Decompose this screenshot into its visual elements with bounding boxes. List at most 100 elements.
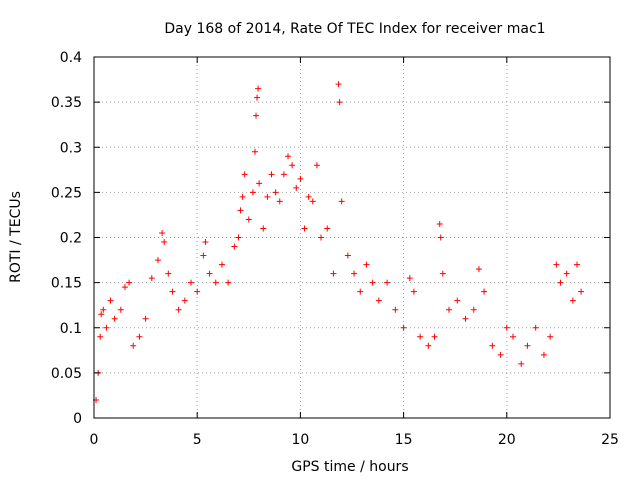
data-point xyxy=(165,270,172,277)
data-point xyxy=(400,324,407,331)
data-point xyxy=(573,261,580,268)
data-point xyxy=(256,180,263,187)
data-point xyxy=(454,297,461,304)
data-point xyxy=(130,342,137,349)
data-point xyxy=(97,333,104,340)
x-tick-label: 0 xyxy=(90,432,99,448)
x-tick-label: 5 xyxy=(193,432,202,448)
data-point xyxy=(237,207,244,214)
data-point xyxy=(338,198,345,205)
data-point xyxy=(100,306,107,313)
data-point xyxy=(318,234,325,241)
x-tick-label: 10 xyxy=(291,432,309,448)
data-point xyxy=(206,270,213,277)
data-point xyxy=(363,261,370,268)
x-axis-label: GPS time / hours xyxy=(291,459,408,475)
chart-title: Day 168 of 2014, Rate Of TEC Index for r… xyxy=(164,21,545,37)
data-point xyxy=(126,279,133,286)
data-point xyxy=(154,257,161,264)
plot-frame xyxy=(93,56,611,419)
data-point xyxy=(249,189,256,196)
data-point xyxy=(578,288,585,295)
x-tick-label: 20 xyxy=(498,432,516,448)
data-point xyxy=(161,239,168,246)
data-points xyxy=(93,81,585,403)
y-tick-label: 0.4 xyxy=(60,50,82,66)
data-point xyxy=(336,99,343,106)
data-point xyxy=(392,306,399,313)
data-point xyxy=(251,148,258,155)
data-point xyxy=(231,243,238,250)
data-point xyxy=(202,239,209,246)
data-point xyxy=(121,284,128,291)
data-point xyxy=(175,306,182,313)
data-point xyxy=(553,261,560,268)
data-point xyxy=(212,279,219,286)
data-point xyxy=(532,324,539,331)
data-point xyxy=(406,275,413,282)
data-point xyxy=(481,288,488,295)
data-point xyxy=(369,279,376,286)
data-point xyxy=(293,184,300,191)
data-point xyxy=(309,198,316,205)
data-point xyxy=(260,225,267,232)
y-tick-label: 0 xyxy=(73,411,82,427)
data-point xyxy=(200,252,207,259)
data-point xyxy=(384,279,391,286)
x-tick-label: 15 xyxy=(395,432,413,448)
data-point xyxy=(225,279,232,286)
data-point xyxy=(569,297,576,304)
data-point xyxy=(351,270,358,277)
data-point xyxy=(297,175,304,182)
data-point xyxy=(253,112,260,119)
data-point xyxy=(509,333,516,340)
y-axis-label: ROTI / TECUs xyxy=(8,191,24,283)
grid-lines xyxy=(94,57,610,418)
data-point xyxy=(194,288,201,295)
data-point xyxy=(557,279,564,286)
data-point xyxy=(169,288,176,295)
data-point xyxy=(446,306,453,313)
data-point xyxy=(437,234,444,241)
data-point xyxy=(136,333,143,340)
data-point xyxy=(111,315,118,322)
data-point xyxy=(425,342,432,349)
data-point xyxy=(245,216,252,223)
data-point xyxy=(475,266,482,273)
data-point xyxy=(431,333,438,340)
data-point xyxy=(255,85,262,92)
data-point xyxy=(324,225,331,232)
data-point xyxy=(218,261,225,268)
data-point xyxy=(148,275,155,282)
data-point xyxy=(289,162,296,169)
data-point xyxy=(285,153,292,160)
data-point xyxy=(470,306,477,313)
data-point xyxy=(235,234,242,241)
data-point xyxy=(330,270,337,277)
data-point xyxy=(98,311,105,318)
data-point xyxy=(524,342,531,349)
y-tick-label: 0.35 xyxy=(51,95,82,111)
data-point xyxy=(313,162,320,169)
x-tick-label: 25 xyxy=(601,432,619,448)
data-point xyxy=(547,333,554,340)
data-point xyxy=(518,360,525,367)
data-point xyxy=(254,94,261,101)
data-point xyxy=(497,351,504,358)
y-tick-label: 0.15 xyxy=(51,276,82,292)
data-point xyxy=(239,193,246,200)
data-point xyxy=(301,225,308,232)
data-point xyxy=(417,333,424,340)
axis-ticks: 0 5 10 15 20 25 0 0.05 0.1 0.15 0.2 0.25 0.3 0.35 0.4 xyxy=(51,50,619,448)
data-point xyxy=(241,171,248,178)
data-point xyxy=(181,297,188,304)
data-point xyxy=(462,315,469,322)
data-point xyxy=(305,193,312,200)
data-point xyxy=(563,270,570,277)
data-point xyxy=(439,270,446,277)
data-point xyxy=(375,297,382,304)
y-tick-label: 0.1 xyxy=(60,321,82,337)
data-point xyxy=(268,171,275,178)
y-tick-label: 0.05 xyxy=(51,366,82,382)
